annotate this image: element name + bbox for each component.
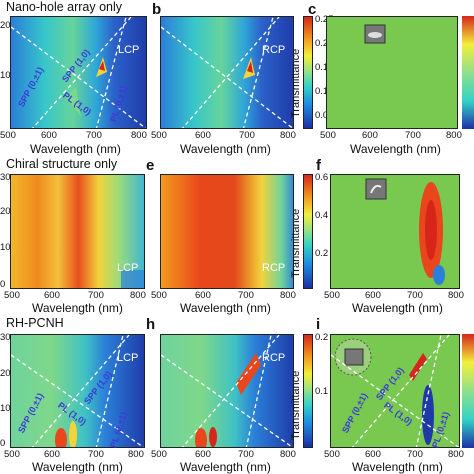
panel-e-heatmap xyxy=(160,174,294,289)
xtick-i-500: 500 xyxy=(324,449,340,460)
colorbar-c-partial xyxy=(462,16,474,129)
xtick-d-700: 700 xyxy=(88,290,104,301)
ytick-g-10: 10 xyxy=(0,403,11,414)
panel-label-f: f xyxy=(316,157,321,174)
xtick-c-600: 600 xyxy=(362,130,378,141)
cbar1-tick-2: 0.15 xyxy=(315,62,334,73)
cbar1-tick-4: 0.05 xyxy=(315,110,334,121)
ytick-a-20: 20 xyxy=(0,20,11,31)
xtick-a-500: 500 xyxy=(0,130,16,141)
ytick-d-10: 10 xyxy=(0,242,11,253)
colorbar-label-row3: Transmittance xyxy=(290,370,302,440)
xtick-i-600: 600 xyxy=(365,449,381,460)
cbar1-tick-0: 0.25 xyxy=(315,14,334,25)
panel-i-heatmap xyxy=(330,334,460,448)
xtick-g-500: 500 xyxy=(4,449,20,460)
xlabel-e: Wavelength (nm) xyxy=(180,301,271,315)
xtick-g-700: 700 xyxy=(88,449,104,460)
cbar2-tick-1: 0.4 xyxy=(315,210,329,221)
cbar2-tick-2: 0.2 xyxy=(315,248,329,259)
panel-label-e: e xyxy=(146,157,155,174)
colorbar-label-row1: Transmittance xyxy=(290,48,302,118)
colorbar-label-row2: Transmittance xyxy=(290,208,302,278)
cbar1-tick-3: 0.1 xyxy=(315,86,329,97)
pol-label-g: LCP xyxy=(117,352,139,364)
panel-g-heatmap xyxy=(10,334,145,448)
xtick-c-500: 500 xyxy=(320,130,336,141)
xtick-e-800: 800 xyxy=(280,290,296,301)
cbar2-tick-0: 0.6 xyxy=(315,172,329,183)
xtick-c-700: 700 xyxy=(405,130,421,141)
colorbar-row1 xyxy=(303,16,313,129)
panel-label-c: c xyxy=(308,1,317,18)
xtick-f-600: 600 xyxy=(365,290,381,301)
ytick-g-0: 0 xyxy=(0,438,6,449)
xtick-b-600: 600 xyxy=(195,130,211,141)
xtick-a-700: 700 xyxy=(86,130,102,141)
panel-b-heatmap xyxy=(160,16,294,129)
xtick-g-800: 800 xyxy=(128,449,144,460)
ytick-d-0: 0 xyxy=(0,279,6,290)
colorbar-row3 xyxy=(303,334,313,448)
section-title-nanohole: Nano-hole array only xyxy=(6,0,123,14)
section-title-rh-pcnh: RH-PCNH xyxy=(6,316,64,330)
xtick-e-600: 600 xyxy=(195,290,211,301)
pol-label-h: RCP xyxy=(262,352,286,364)
xtick-i-700: 700 xyxy=(407,449,423,460)
colorbar-i-partial xyxy=(462,334,474,448)
xtick-f-800: 800 xyxy=(448,290,464,301)
panel-label-b: b xyxy=(152,1,162,18)
cbar3-tick-0: 0.2 xyxy=(315,332,329,343)
xtick-d-600: 600 xyxy=(44,290,60,301)
pol-label-b: RCP xyxy=(262,44,286,56)
xtick-e-700: 700 xyxy=(238,290,254,301)
ytick-g-30: 30 xyxy=(0,332,11,343)
pol-label-d: LCP xyxy=(117,262,139,274)
ytick-a-10: 10 xyxy=(0,70,11,81)
xlabel-g: Wavelength (nm) xyxy=(32,460,123,474)
colorbar-row2 xyxy=(303,174,313,289)
xtick-f-500: 500 xyxy=(324,290,340,301)
xtick-h-500: 500 xyxy=(151,449,167,460)
xtick-c-800: 800 xyxy=(446,130,462,141)
pol-label-e: RCP xyxy=(262,262,286,274)
xtick-a-600: 600 xyxy=(41,130,57,141)
pol-label-a: LCP xyxy=(118,44,140,56)
panel-d-heatmap xyxy=(10,174,145,289)
xtick-d-500: 500 xyxy=(4,290,20,301)
ytick-d-20: 20 xyxy=(0,206,11,217)
xtick-b-500: 500 xyxy=(151,130,167,141)
xtick-f-700: 700 xyxy=(407,290,423,301)
xlabel-f: Wavelength (nm) xyxy=(352,301,443,315)
xtick-h-700: 700 xyxy=(238,449,254,460)
xlabel-c: Wavelength (nm) xyxy=(350,142,441,156)
xtick-h-600: 600 xyxy=(195,449,211,460)
xlabel-b: Wavelength (nm) xyxy=(180,142,271,156)
xtick-b-800: 800 xyxy=(280,130,296,141)
panel-label-i: i xyxy=(316,316,321,333)
xlabel-d: Wavelength (nm) xyxy=(32,301,123,315)
xtick-g-600: 600 xyxy=(44,449,60,460)
panel-label-h: h xyxy=(146,316,156,333)
ytick-d-30: 30 xyxy=(0,172,11,183)
xlabel-h: Wavelength (nm) xyxy=(180,460,271,474)
xtick-h-800: 800 xyxy=(280,449,296,460)
panel-h-heatmap xyxy=(160,334,294,448)
panel-a-heatmap xyxy=(10,16,147,129)
xtick-b-700: 700 xyxy=(239,130,255,141)
panel-c-heatmap xyxy=(326,16,458,129)
xlabel-i: Wavelength (nm) xyxy=(352,460,443,474)
xtick-i-800: 800 xyxy=(448,449,464,460)
section-title-chiral: Chiral structure only xyxy=(6,157,118,171)
ytick-g-20: 20 xyxy=(0,368,11,379)
cbar3-tick-1: 0.1 xyxy=(315,386,329,397)
xtick-d-800: 800 xyxy=(130,290,146,301)
xtick-e-500: 500 xyxy=(151,290,167,301)
panel-f-heatmap xyxy=(330,174,460,289)
xtick-a-800: 800 xyxy=(131,130,147,141)
cbar1-tick-1: 0.2 xyxy=(315,38,329,49)
xlabel-a: Wavelength (nm) xyxy=(30,142,121,156)
